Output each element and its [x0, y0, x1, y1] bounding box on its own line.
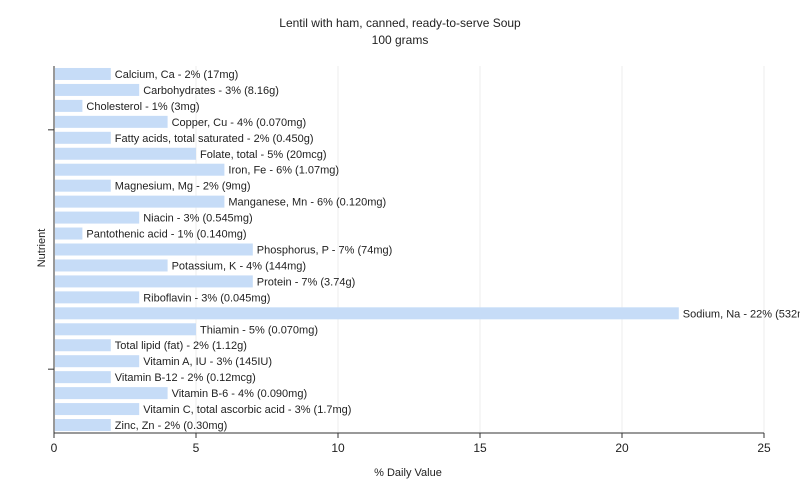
y-axis-title: Nutrient	[36, 229, 48, 268]
bar	[55, 275, 253, 288]
bar-label: Total lipid (fat) - 2% (1.12g)	[115, 340, 247, 352]
bar-label: Vitamin A, IU - 3% (145IU)	[143, 356, 272, 368]
bar-label: Carbohydrates - 3% (8.16g)	[143, 85, 279, 97]
bar-label: Fatty acids, total saturated - 2% (0.450…	[115, 133, 314, 145]
bar-label: Zinc, Zn - 2% (0.30mg)	[115, 420, 227, 432]
bar	[55, 211, 140, 224]
bar-label: Pantothenic acid - 1% (0.140mg)	[86, 229, 246, 241]
bar	[55, 323, 196, 336]
x-axis-ticks: 0 5 10 15 20 25	[51, 433, 771, 455]
bar-label: Niacin - 3% (0.545mg)	[143, 213, 252, 225]
bar	[55, 99, 83, 112]
bar-label: Thiamin - 5% (0.070mg)	[200, 324, 318, 336]
chart-subtitle: 100 grams	[372, 33, 429, 47]
bars: Calcium, Ca - 2% (17mg) Carbohydrates - 3…	[55, 67, 800, 432]
bar-label: Phosphorus, P - 7% (74mg)	[257, 245, 393, 257]
bar-label: Vitamin B-6 - 4% (0.090mg)	[172, 388, 308, 400]
bar-label: Vitamin B-12 - 2% (0.12mcg)	[115, 372, 256, 384]
bar-label: Riboflavin - 3% (0.045mg)	[143, 292, 270, 304]
bar	[55, 179, 111, 192]
bar-label: Magnesium, Mg - 2% (9mg)	[115, 181, 251, 193]
bar	[55, 67, 111, 80]
bar-label: Vitamin C, total ascorbic acid - 3% (1.7…	[143, 404, 351, 416]
axes	[48, 66, 764, 434]
bar-label: Cholesterol - 1% (3mg)	[86, 101, 199, 113]
bar	[55, 355, 140, 368]
bar	[55, 195, 225, 208]
bar-label: Sodium, Na - 22% (532mg)	[683, 308, 800, 320]
bar	[55, 371, 111, 384]
x-tick-label: 25	[757, 441, 771, 455]
bar	[55, 115, 168, 128]
grid-lines	[195, 66, 765, 433]
bar	[55, 259, 168, 272]
bar-label: Calcium, Ca - 2% (17mg)	[115, 69, 238, 81]
bar	[55, 147, 196, 160]
x-tick-label: 20	[615, 441, 629, 455]
bar-label: Manganese, Mn - 6% (0.120mg)	[228, 197, 386, 209]
bar	[55, 291, 140, 304]
x-tick-label: 5	[193, 441, 200, 455]
bar	[55, 387, 168, 400]
bar	[55, 83, 140, 96]
bar	[55, 339, 111, 352]
bar-label: Iron, Fe - 6% (1.07mg)	[228, 165, 339, 177]
bar	[55, 419, 111, 432]
bar	[55, 163, 225, 176]
x-tick-label: 15	[473, 441, 487, 455]
x-tick-label: 0	[51, 441, 58, 455]
bar-label: Copper, Cu - 4% (0.070mg)	[172, 117, 307, 129]
bar-label: Protein - 7% (3.74g)	[257, 276, 355, 288]
bar	[55, 243, 253, 256]
bar-label: Folate, total - 5% (20mcg)	[200, 149, 327, 161]
bar	[55, 131, 111, 144]
x-tick-label: 10	[331, 441, 345, 455]
bar	[55, 403, 140, 416]
bar	[55, 307, 679, 320]
bar	[55, 227, 83, 240]
bar-label: Potassium, K - 4% (144mg)	[172, 260, 307, 272]
x-axis-title: % Daily Value	[374, 467, 442, 479]
chart-title: Lentil with ham, canned, ready-to-serve …	[279, 16, 521, 30]
